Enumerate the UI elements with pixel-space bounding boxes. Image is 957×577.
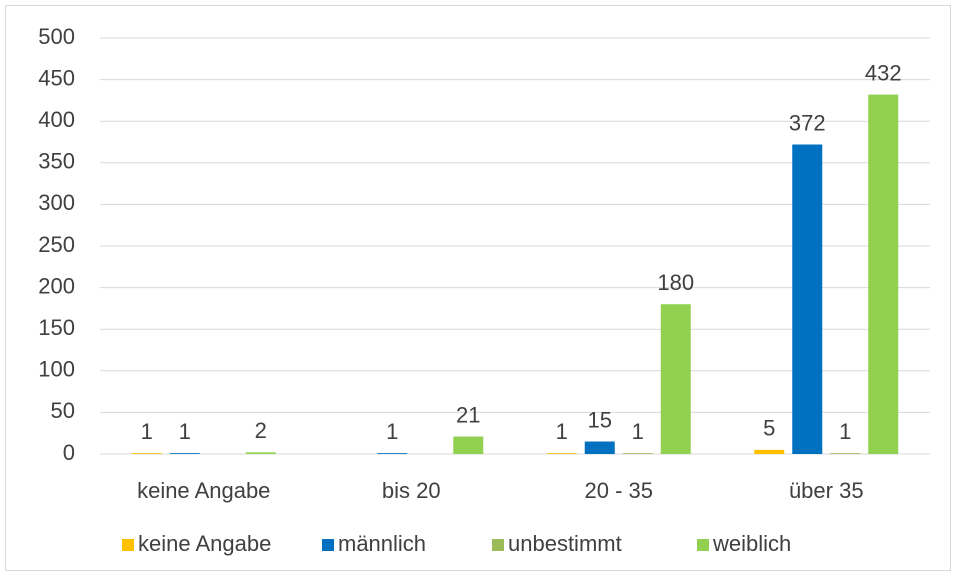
data-label: 180 [657, 270, 694, 295]
legend-swatch [697, 539, 709, 551]
data-label: 15 [588, 407, 612, 432]
bar [660, 304, 691, 454]
y-tick-label: 450 [38, 65, 75, 90]
y-tick-label: 300 [38, 190, 75, 215]
legend-swatch [122, 539, 134, 551]
bar [754, 449, 785, 454]
data-label: 2 [255, 418, 267, 443]
data-label: 1 [179, 419, 191, 444]
legend-swatch [492, 539, 504, 551]
x-tick-label: über 35 [789, 478, 864, 503]
legend-label: männlich [338, 531, 426, 556]
bar [868, 94, 899, 455]
bar [169, 453, 200, 454]
y-tick-label: 0 [63, 440, 75, 465]
x-tick-label: bis 20 [382, 478, 441, 503]
bar [546, 453, 577, 454]
bar [245, 452, 276, 454]
data-label: 432 [865, 60, 902, 85]
data-label: 1 [556, 419, 568, 444]
legend-label: unbestimmt [508, 531, 622, 556]
y-tick-label: 250 [38, 232, 75, 257]
y-tick-label: 350 [38, 149, 75, 174]
bar [377, 453, 408, 454]
data-label: 1 [141, 419, 153, 444]
y-tick-label: 500 [38, 24, 75, 49]
data-label: 21 [456, 402, 480, 427]
legend-label: keine Angabe [138, 531, 271, 556]
legend-label: weiblich [712, 531, 791, 556]
bar [792, 144, 823, 454]
data-label: 1 [632, 419, 644, 444]
y-tick-label: 100 [38, 357, 75, 382]
data-label: 5 [763, 416, 775, 441]
legend-swatch [322, 539, 334, 551]
x-tick-label: 20 - 35 [585, 478, 654, 503]
y-tick-label: 150 [38, 315, 75, 340]
x-tick-label: keine Angabe [137, 478, 270, 503]
y-tick-label: 400 [38, 107, 75, 132]
bar [131, 453, 162, 454]
data-label: 372 [789, 110, 826, 135]
bar [830, 453, 861, 454]
bar [584, 441, 615, 454]
bar [622, 453, 653, 454]
data-label: 1 [386, 419, 398, 444]
y-tick-label: 50 [51, 398, 75, 423]
bar [453, 436, 484, 454]
data-label: 1 [839, 419, 851, 444]
y-tick-label: 200 [38, 273, 75, 298]
